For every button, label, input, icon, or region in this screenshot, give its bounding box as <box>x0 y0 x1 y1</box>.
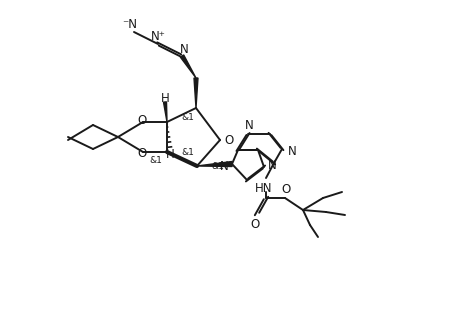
Text: &1: &1 <box>181 148 194 156</box>
Polygon shape <box>197 162 232 166</box>
Text: &1: &1 <box>149 156 162 164</box>
Polygon shape <box>194 78 198 108</box>
Text: &1: &1 <box>181 113 194 122</box>
Text: N: N <box>267 158 276 172</box>
Text: O: O <box>137 114 146 126</box>
Text: &1: &1 <box>211 162 224 171</box>
Text: H: H <box>161 92 170 105</box>
Polygon shape <box>180 55 196 78</box>
Text: O: O <box>281 182 291 196</box>
Text: O: O <box>137 147 146 159</box>
Text: O: O <box>225 133 234 147</box>
Text: N: N <box>288 145 297 157</box>
Polygon shape <box>164 102 167 122</box>
Text: HN: HN <box>255 181 273 195</box>
Text: N: N <box>244 118 253 132</box>
Text: N: N <box>180 43 188 55</box>
Text: O: O <box>250 218 260 230</box>
Text: ⁻N: ⁻N <box>122 18 138 30</box>
Text: N⁺: N⁺ <box>151 29 165 43</box>
Text: N: N <box>219 159 228 172</box>
Text: H: H <box>165 148 174 161</box>
